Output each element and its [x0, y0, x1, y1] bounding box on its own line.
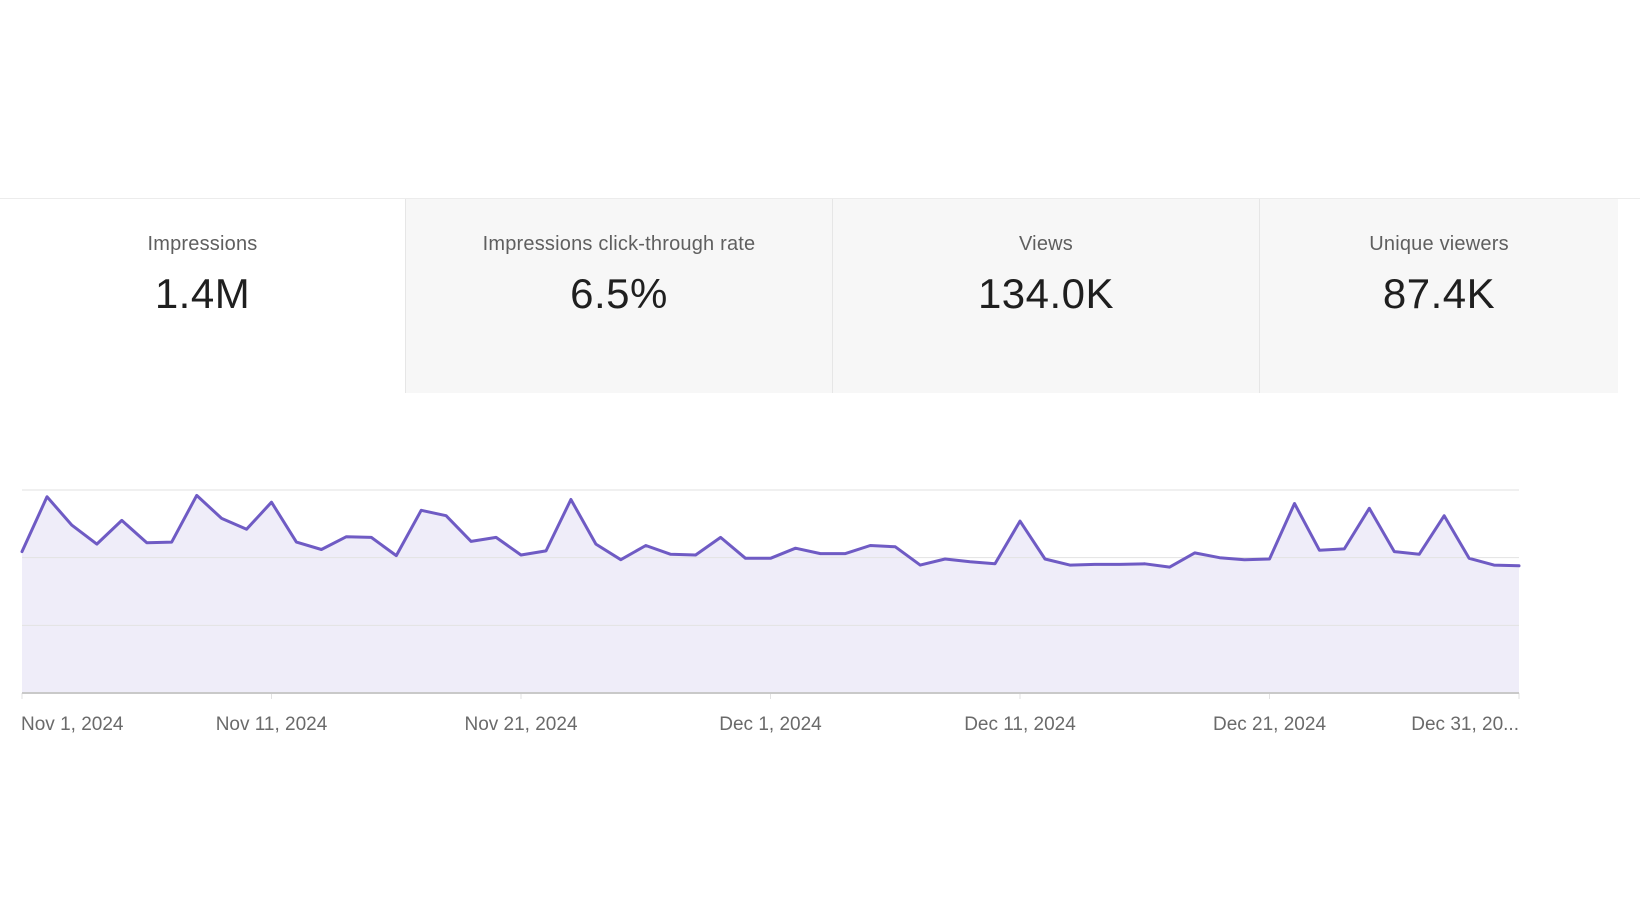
metric-tabs: Impressions 1.4M Impressions click-throu…	[0, 198, 1640, 393]
area-fill	[22, 495, 1519, 693]
series-line	[20, 493, 1521, 569]
metric-label: Impressions	[147, 233, 258, 255]
metric-tab-ctr[interactable]: Impressions click-through rate 6.5%	[405, 199, 832, 393]
metric-label: Impressions click-through rate	[482, 233, 756, 255]
x-tick-label: Nov 11, 2024	[216, 714, 328, 735]
metric-value: 134.0K	[977, 270, 1115, 317]
impressions-chart: Nov 1, 2024 Nov 11, 2024 Nov 21, 2024 Dec 1…	[0, 470, 1640, 760]
metric-value: 1.4M	[154, 270, 251, 317]
metric-value: 6.5%	[570, 270, 668, 317]
x-tick-label: Nov 1, 2024	[21, 714, 124, 735]
metric-value: 87.4K	[1382, 270, 1496, 317]
x-tick-label: Dec 1, 2024	[719, 714, 822, 735]
metric-label: Views	[1019, 233, 1073, 255]
x-tick-label: Dec 31, 20...	[1411, 714, 1519, 735]
metric-tab-unique-viewers[interactable]: Unique viewers 87.4K	[1259, 199, 1618, 393]
metric-tab-impressions[interactable]: Impressions 1.4M	[0, 199, 405, 393]
metric-label: Unique viewers	[1369, 233, 1509, 255]
x-tick-label: Dec 21, 2024	[1213, 714, 1326, 735]
x-tick-label: Nov 21, 2024	[464, 714, 577, 735]
metric-tab-views[interactable]: Views 134.0K	[832, 199, 1259, 393]
chart-svg: Nov 1, 2024 Nov 11, 2024 Nov 21, 2024 Dec 1…	[20, 489, 1521, 735]
x-tick-label: Dec 11, 2024	[964, 714, 1076, 735]
